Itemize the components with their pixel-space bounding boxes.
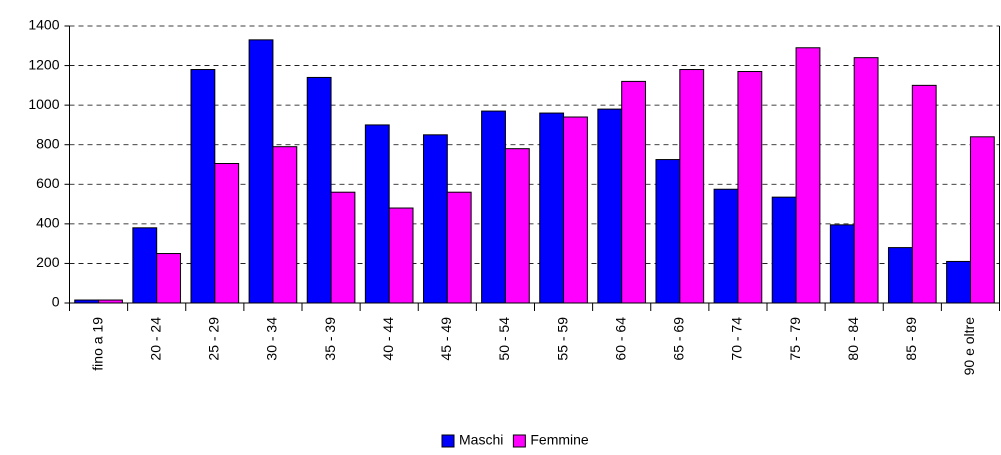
y-tick-label: 1000 (28, 96, 59, 112)
x-tick-label: 50 - 54 (496, 317, 512, 361)
x-tick-label: 75 - 79 (787, 317, 803, 361)
bar (330, 191, 356, 304)
y-tick-label: 0 (52, 294, 60, 310)
bar (563, 116, 588, 304)
y-tick-label: 1200 (28, 56, 59, 72)
bar (539, 112, 565, 304)
bar (597, 108, 623, 304)
bar (422, 134, 448, 304)
legend-label: Maschi (459, 432, 503, 448)
bar (248, 39, 274, 304)
x-tick-label: 30 - 34 (264, 317, 280, 361)
x-tick-label: fino a 19 (89, 317, 105, 371)
x-tick-label: 40 - 44 (380, 317, 396, 361)
x-tick-label: 80 - 84 (845, 317, 861, 361)
y-tick-label: 1400 (28, 17, 59, 33)
x-tick-label: 90 e oltre (961, 317, 977, 376)
bar (655, 159, 681, 304)
bar (771, 196, 797, 304)
bar (272, 146, 298, 304)
x-tick-label: 20 - 24 (147, 317, 163, 361)
bar (679, 69, 705, 304)
bar (911, 84, 937, 304)
bar (829, 224, 855, 304)
bar (364, 124, 390, 304)
bar (946, 260, 971, 304)
bar (481, 110, 506, 304)
bar (306, 76, 332, 304)
x-tick-label: 85 - 89 (903, 317, 919, 361)
x-tick-label: 35 - 39 (322, 317, 338, 361)
bar (446, 191, 472, 304)
bar (853, 57, 879, 304)
bar (504, 148, 530, 304)
x-tick-label: 25 - 29 (206, 317, 222, 361)
bar (887, 247, 913, 304)
x-tick-label: 45 - 49 (438, 317, 454, 361)
bar (156, 253, 182, 304)
bar (713, 188, 739, 304)
legend-swatch (512, 434, 526, 448)
y-tick-label: 400 (36, 215, 60, 231)
x-tick-label: 60 - 64 (612, 317, 628, 361)
legend-label: Femmine (530, 432, 589, 448)
y-tick-label: 800 (36, 135, 60, 151)
x-tick-label: 65 - 69 (671, 317, 687, 361)
bar (969, 136, 995, 304)
bar (190, 69, 216, 304)
bar (795, 47, 821, 304)
bar (388, 207, 414, 304)
bar (737, 71, 763, 304)
bar (214, 163, 240, 304)
x-tick-label: 55 - 59 (554, 317, 570, 361)
y-tick-label: 600 (36, 175, 60, 191)
y-tick-label: 200 (36, 254, 60, 270)
legend-swatch (441, 434, 455, 448)
bar (132, 227, 158, 304)
x-tick-label: 70 - 74 (729, 317, 745, 361)
bar (621, 80, 647, 304)
